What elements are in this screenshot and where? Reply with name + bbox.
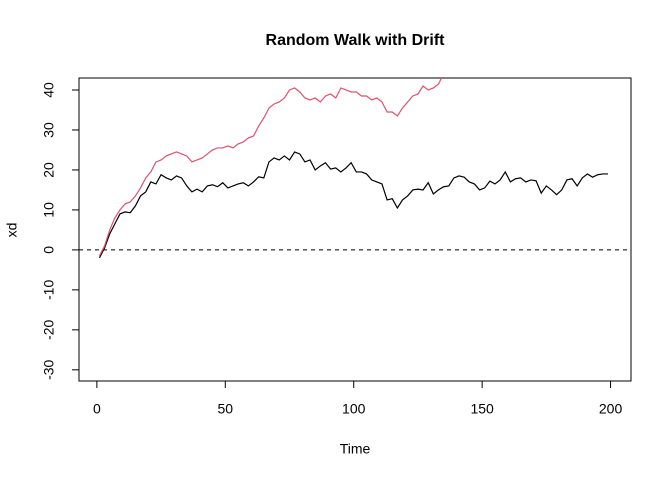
y-axis-label: xd — [4, 223, 20, 238]
x-tick-label: 0 — [93, 401, 101, 417]
y-tick-label: -20 — [41, 320, 57, 340]
chart-title: Random Walk with Drift — [266, 32, 446, 49]
series-line — [98, 78, 443, 257]
x-tick-label: 200 — [599, 401, 623, 417]
plot-box — [78, 77, 632, 382]
y-tick-label: 20 — [41, 162, 57, 178]
y-tick-label: 40 — [41, 82, 57, 98]
x-tick-label: 150 — [470, 401, 494, 417]
y-tick-label: 30 — [41, 122, 57, 138]
y-tick-label: 10 — [41, 202, 57, 218]
series-line — [98, 151, 608, 259]
plot-area — [79, 78, 631, 259]
x-tick-label: 100 — [342, 401, 366, 417]
x-tick-label: 50 — [218, 401, 234, 417]
x-axis-label: Time — [340, 441, 371, 457]
y-tick-label: -30 — [41, 359, 57, 379]
y-tick-label: -10 — [41, 280, 57, 300]
y-tick-label: 0 — [41, 246, 57, 254]
